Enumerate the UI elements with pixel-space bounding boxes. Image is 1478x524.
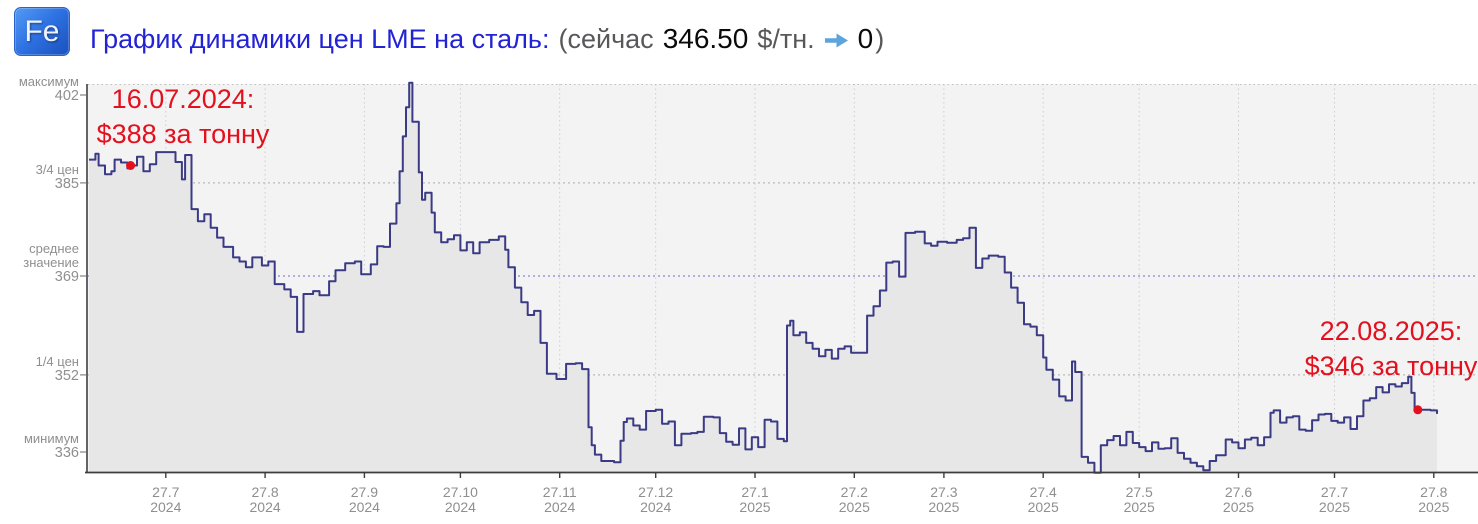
title-bar: График динамики цен LME на сталь: (сейча… [90,23,884,56]
x-axis-labels: 27.7202427.8202427.9202427.10202427.1120… [150,472,1450,515]
price-area-fill [89,82,1437,473]
fe-logo: Fe [14,7,70,56]
svg-text:27.2: 27.2 [841,484,868,500]
marker-dot [126,161,136,170]
svg-text:значение: значение [23,255,79,270]
svg-text:27.10: 27.10 [443,484,478,500]
svg-text:27.11: 27.11 [543,484,577,500]
page-title[interactable]: График динамики цен LME на сталь: [90,24,550,54]
annotation-high-2024: 16.07.2024: $388 за тонну [94,82,272,152]
svg-text:336: 336 [55,445,79,461]
svg-text:27.4: 27.4 [1030,484,1057,500]
annotation-date: 22.08.2025: [1319,316,1463,346]
trend-right-arrow-icon [824,33,848,47]
svg-text:2024: 2024 [150,499,181,515]
svg-text:27.12: 27.12 [638,484,673,500]
current-price: 346.50 [662,23,749,54]
annotation-current-2025: 22.08.2025: $346 за тонну [1300,314,1478,384]
svg-text:27.9: 27.9 [351,484,378,500]
annotation-marker-dots [126,161,1423,415]
svg-text:352: 352 [55,368,79,384]
price-unit: $/тн. [757,24,815,54]
close-paren: ) [875,24,885,54]
svg-text:2025: 2025 [1319,499,1350,515]
annotation-date: 16.07.2024: [111,84,255,114]
svg-text:2024: 2024 [445,499,476,515]
svg-text:2025: 2025 [1124,499,1155,515]
svg-text:2025: 2025 [839,499,870,515]
svg-text:2024: 2024 [349,499,380,515]
header: Fe График динамики цен LME на сталь: (се… [14,7,884,56]
price-change: 0 [857,23,874,54]
svg-text:27.1: 27.1 [741,484,768,500]
annotation-price: $388 за тонну [96,119,270,149]
svg-text:максимум: максимум [19,74,79,89]
svg-text:27.8: 27.8 [251,484,278,500]
svg-text:27.3: 27.3 [930,484,957,500]
price-line [89,81,1438,474]
svg-text:27.5: 27.5 [1126,484,1153,500]
svg-text:1/4 цен: 1/4 цен [36,354,79,369]
svg-text:27.6: 27.6 [1225,484,1252,500]
svg-text:2025: 2025 [1223,499,1254,515]
now-label: (сейчас [558,24,654,54]
svg-text:2025: 2025 [739,499,770,515]
svg-text:2024: 2024 [250,499,281,515]
annotation-price: $346 за тонну [1304,351,1478,381]
svg-text:27.7: 27.7 [152,484,179,500]
svg-text:2024: 2024 [544,499,575,515]
svg-text:2025: 2025 [1418,499,1449,515]
svg-text:369: 369 [55,269,79,285]
svg-text:среднее: среднее [29,241,79,256]
svg-text:402: 402 [55,88,79,104]
svg-text:3/4 цен: 3/4 цен [36,162,79,177]
marker-dot [1413,405,1423,415]
svg-text:27.8: 27.8 [1420,484,1447,500]
svg-text:385: 385 [55,176,79,192]
svg-text:минимум: минимум [24,431,79,446]
svg-text:2025: 2025 [1028,499,1059,515]
svg-text:2024: 2024 [640,499,671,515]
svg-text:2025: 2025 [928,499,959,515]
svg-text:27.7: 27.7 [1321,484,1348,500]
